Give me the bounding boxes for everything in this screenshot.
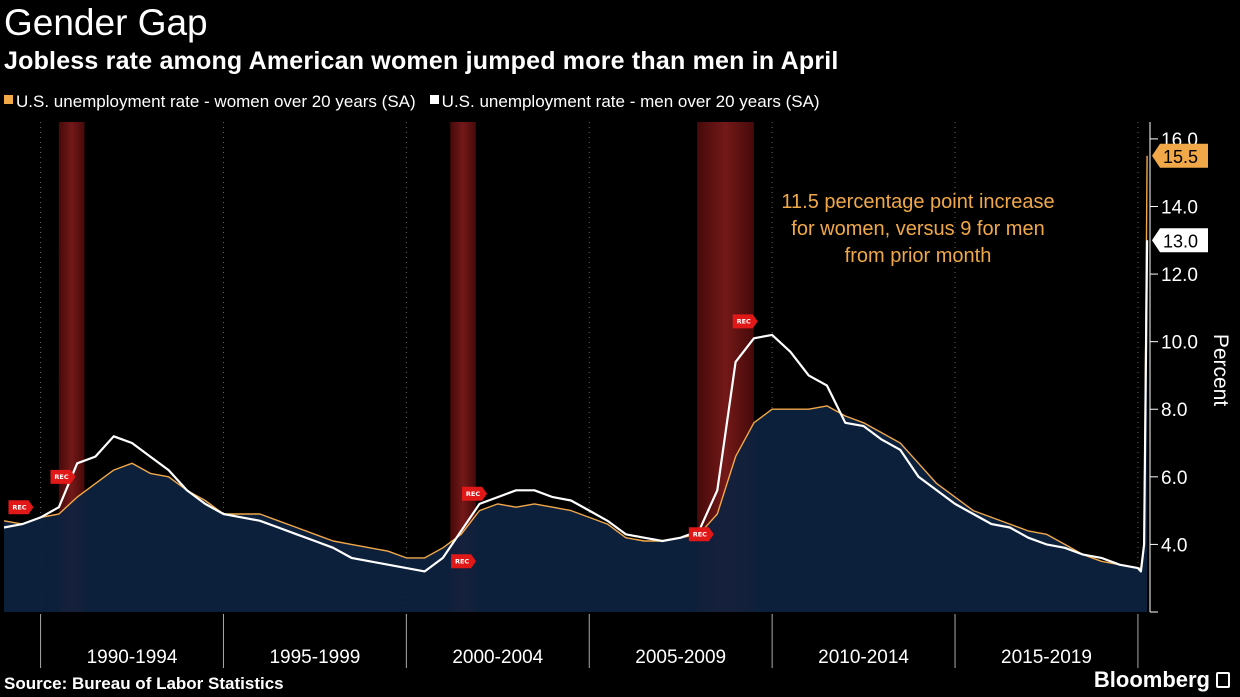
- y-tick-label-2: 8.0: [1161, 400, 1187, 421]
- y-axis-label: Percent: [1209, 334, 1232, 407]
- legend-item-women: U.S. unemployment rate - women over 20 y…: [4, 92, 416, 112]
- end-label-women: 15.5: [1163, 147, 1198, 167]
- x-period-label-5: 2015-2019: [1001, 647, 1092, 668]
- chart-subtitle: Jobless rate among American women jumped…: [4, 47, 839, 75]
- end-label-women-bg: [1152, 143, 1208, 168]
- y-tick-label-5: 14.0: [1161, 197, 1198, 218]
- rec-marker-3: [462, 486, 488, 501]
- terminal-icon: [1216, 672, 1230, 688]
- annotation-line-2: from prior month: [845, 245, 992, 267]
- rec-marker-label-2: REC: [455, 558, 469, 566]
- rec-marker-label-1: REC: [54, 473, 68, 481]
- x-period-label-1: 1995-1999: [269, 647, 360, 668]
- annotation-line-0: 11.5 percentage point increase: [781, 191, 1054, 213]
- rec-marker-1: [50, 469, 76, 484]
- x-period-label-0: 1990-1994: [87, 647, 178, 668]
- y-tick-label-1: 6.0: [1161, 468, 1187, 489]
- x-period-label-2: 2000-2004: [452, 647, 543, 668]
- x-period-label-4: 2010-2014: [818, 647, 909, 668]
- y-tick-label-3: 10.0: [1161, 333, 1198, 354]
- rec-marker-label-0: REC: [12, 504, 26, 512]
- legend-label-women: U.S. unemployment rate - women over 20 y…: [16, 92, 416, 111]
- series-line-men: [3, 240, 1149, 573]
- legend-swatch-women: [4, 95, 13, 104]
- rec-marker-5: [732, 314, 758, 329]
- end-label-men: 13.0: [1163, 231, 1198, 251]
- legend-swatch-men: [429, 95, 439, 104]
- rec-marker-label-3: REC: [466, 490, 480, 498]
- end-label-men-bg: [1152, 228, 1208, 253]
- rec-marker-4: [688, 527, 714, 542]
- brand-logo: Bloomberg: [1094, 667, 1230, 693]
- x-period-label-3: 2005-2009: [635, 647, 726, 668]
- chart-title: Gender Gap: [4, 2, 208, 43]
- y-tick-label-4: 12.0: [1161, 265, 1198, 286]
- series-line-women: [3, 155, 1148, 569]
- y-tick-label-0: 4.0: [1161, 535, 1187, 556]
- legend-label-men: U.S. unemployment rate - men over 20 yea…: [441, 92, 820, 111]
- legend-item-men: U.S. unemployment rate - men over 20 yea…: [429, 92, 820, 112]
- rec-marker-2: [451, 554, 477, 569]
- source-note: Source: Bureau of Labor Statistics: [4, 674, 284, 693]
- brand-name: Bloomberg: [1093, 667, 1210, 692]
- rec-marker-0: [8, 500, 34, 515]
- rec-marker-label-5: REC: [737, 318, 751, 326]
- annotation-line-1: for women, versus 9 for men: [791, 218, 1044, 240]
- legend: U.S. unemployment rate - women over 20 y…: [4, 92, 834, 112]
- rec-marker-label-4: REC: [693, 531, 707, 539]
- women-area: [4, 155, 1148, 613]
